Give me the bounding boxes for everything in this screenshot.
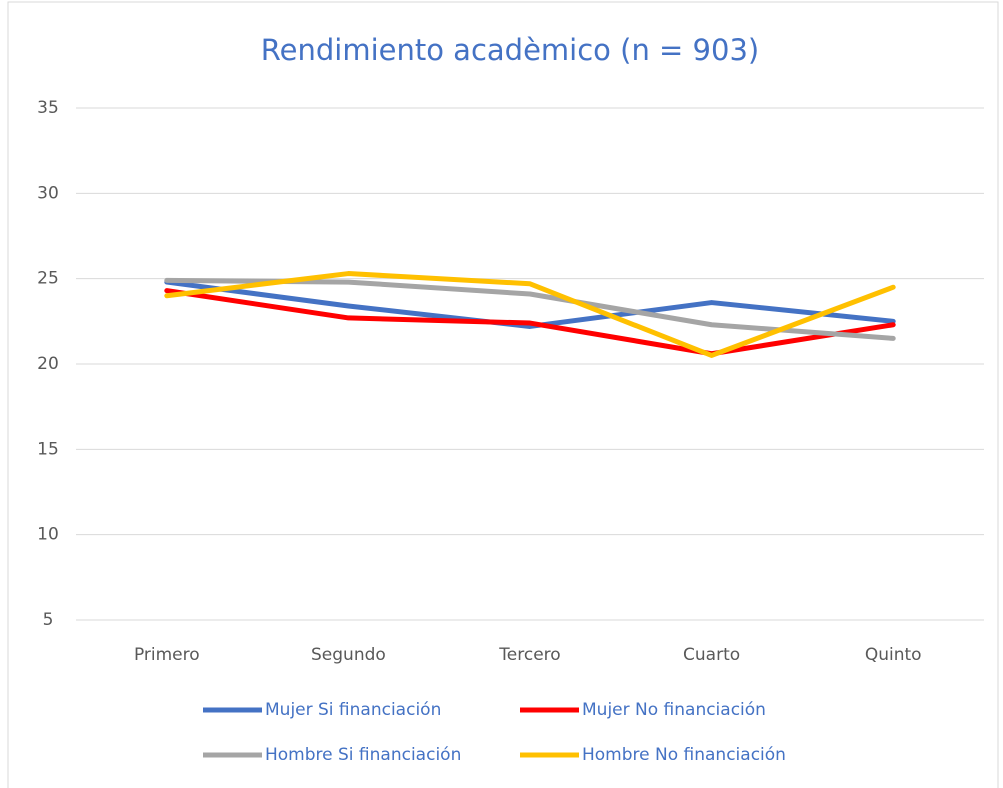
x-tick-label: Segundo [311, 645, 386, 665]
y-tick-label: 30 [37, 183, 59, 203]
series-line [164, 288, 896, 357]
x-tick-label: Primero [134, 645, 200, 665]
y-tick-label: 25 [37, 269, 59, 289]
series-line [164, 279, 896, 329]
y-tick-label: 35 [37, 98, 59, 118]
legend-label: Hombre Si financiación [265, 745, 461, 765]
y-tick-label: 15 [37, 439, 59, 459]
legend-label: Mujer Si financiación [265, 700, 441, 720]
x-tick-label: Quinto [865, 645, 922, 665]
series-line [164, 271, 896, 358]
x-tick-label: Tercero [498, 645, 560, 665]
y-tick-label: 10 [37, 525, 59, 545]
chart-title: Rendimiento acadèmico (n = 903) [261, 33, 759, 67]
chart-border [7, 1, 999, 788]
y-tick-label: 5 [43, 610, 54, 630]
legend-label: Hombre No financiación [582, 745, 786, 765]
legend-label: Mujer No financiación [582, 700, 766, 720]
x-tick-label: Cuarto [683, 645, 740, 665]
y-tick-label: 20 [37, 354, 59, 374]
